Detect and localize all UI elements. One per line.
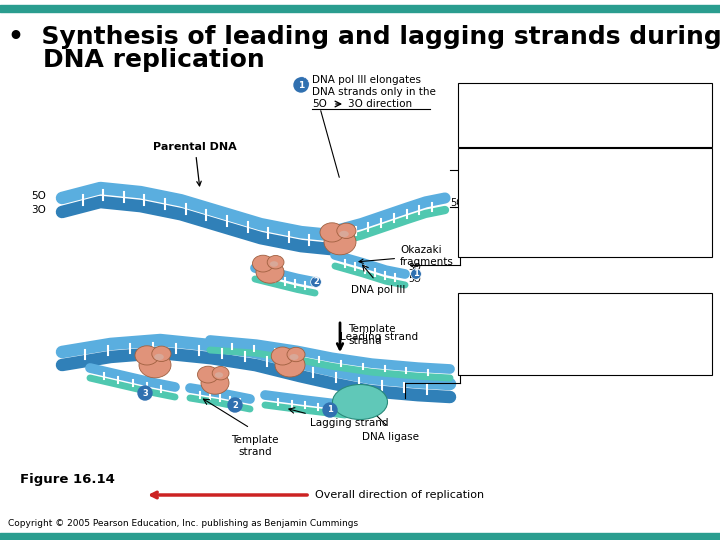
FancyBboxPatch shape — [458, 83, 712, 147]
Text: 1: 1 — [298, 80, 304, 90]
Circle shape — [138, 386, 152, 400]
Text: 3O→    5O direction by addition of short: 3O→ 5O direction by addition of short — [464, 188, 657, 198]
Text: DNA strands only in the: DNA strands only in the — [312, 87, 436, 97]
Ellipse shape — [256, 261, 284, 283]
Text: ①: ① — [296, 78, 308, 91]
Text: 5O: 5O — [31, 191, 46, 201]
Text: DNA replication: DNA replication — [8, 48, 265, 72]
Text: as the replication fork progresses.: as the replication fork progresses. — [464, 117, 631, 127]
FancyBboxPatch shape — [458, 148, 712, 257]
Ellipse shape — [337, 223, 356, 239]
Text: DNA ligase: DNA ligase — [361, 432, 418, 442]
Text: their free ends. This results in a: their free ends. This results in a — [464, 335, 619, 345]
Ellipse shape — [267, 255, 284, 269]
Text: they were made).: they were made). — [464, 236, 550, 246]
Text: 5O: 5O — [450, 198, 464, 208]
Text: fragments by forming a bond between: fragments by forming a bond between — [464, 318, 652, 328]
Ellipse shape — [289, 354, 299, 360]
Text: 2: 2 — [313, 278, 319, 287]
Text: Template
strand: Template strand — [231, 435, 279, 457]
Text: 3O: 3O — [408, 264, 420, 273]
Text: DNA pol III: DNA pol III — [351, 285, 405, 295]
Text: 3O: 3O — [612, 103, 626, 113]
Ellipse shape — [215, 372, 223, 378]
Ellipse shape — [324, 229, 356, 255]
Text: Copyright © 2005 Pearson Education, Inc. publishing as Benjamin Cummings: Copyright © 2005 Pearson Education, Inc.… — [8, 519, 358, 529]
Ellipse shape — [197, 366, 218, 383]
Ellipse shape — [333, 384, 387, 420]
Text: Leading strand: Leading strand — [340, 332, 418, 342]
Text: 5O→   3O (numbered here in the order: 5O→ 3O (numbered here in the order — [464, 220, 652, 230]
Ellipse shape — [320, 223, 344, 242]
Text: 5O: 5O — [312, 99, 327, 109]
Circle shape — [228, 398, 242, 412]
Text: 3O direction: 3O direction — [348, 99, 412, 109]
Text: Okazaki
fragments: Okazaki fragments — [359, 245, 454, 267]
Text: Parental DNA: Parental DNA — [153, 142, 237, 186]
Ellipse shape — [201, 372, 229, 394]
FancyBboxPatch shape — [458, 293, 712, 375]
Circle shape — [294, 78, 308, 92]
Ellipse shape — [339, 231, 348, 237]
Ellipse shape — [287, 347, 305, 362]
Ellipse shape — [253, 255, 274, 272]
Text: ①: ① — [296, 78, 308, 91]
Text: Figure 16.14: Figure 16.14 — [20, 474, 115, 487]
Ellipse shape — [212, 367, 229, 380]
Text: Template
strand: Template strand — [348, 324, 395, 346]
Text: continuous strand.: continuous strand. — [464, 352, 555, 362]
Ellipse shape — [152, 346, 171, 361]
Ellipse shape — [270, 261, 278, 267]
Text: ② One new strand, the leading strand,: ② One new strand, the leading strand, — [464, 89, 653, 99]
Text: 3: 3 — [142, 388, 148, 397]
Text: lagging strand must grow in an overall: lagging strand must grow in an overall — [464, 172, 653, 182]
Text: DNA pol III elongates: DNA pol III elongates — [312, 75, 421, 85]
Text: ④DNA ligase joins Okazaki: ④DNA ligase joins Okazaki — [464, 301, 594, 311]
Ellipse shape — [139, 352, 171, 378]
Circle shape — [323, 403, 337, 417]
Text: segments, Okazaki fragments, that grow: segments, Okazaki fragments, that grow — [464, 204, 663, 214]
Text: 5O: 5O — [408, 274, 420, 284]
Text: Lagging strand: Lagging strand — [310, 418, 389, 428]
Text: 2: 2 — [232, 401, 238, 409]
Text: 1: 1 — [327, 406, 333, 415]
Text: ③The other new strand, the: ③The other new strand, the — [464, 156, 600, 166]
Text: Overall direction of replication: Overall direction of replication — [315, 490, 484, 500]
Ellipse shape — [135, 346, 159, 365]
Text: 3O: 3O — [31, 205, 46, 215]
Ellipse shape — [271, 347, 294, 365]
Ellipse shape — [275, 353, 305, 377]
Text: 1: 1 — [413, 269, 419, 279]
Ellipse shape — [154, 354, 164, 360]
Text: •  Synthesis of leading and lagging strands during: • Synthesis of leading and lagging stran… — [8, 25, 720, 49]
Text: can elongate continuously  5O: can elongate continuously 5O — [464, 103, 613, 113]
